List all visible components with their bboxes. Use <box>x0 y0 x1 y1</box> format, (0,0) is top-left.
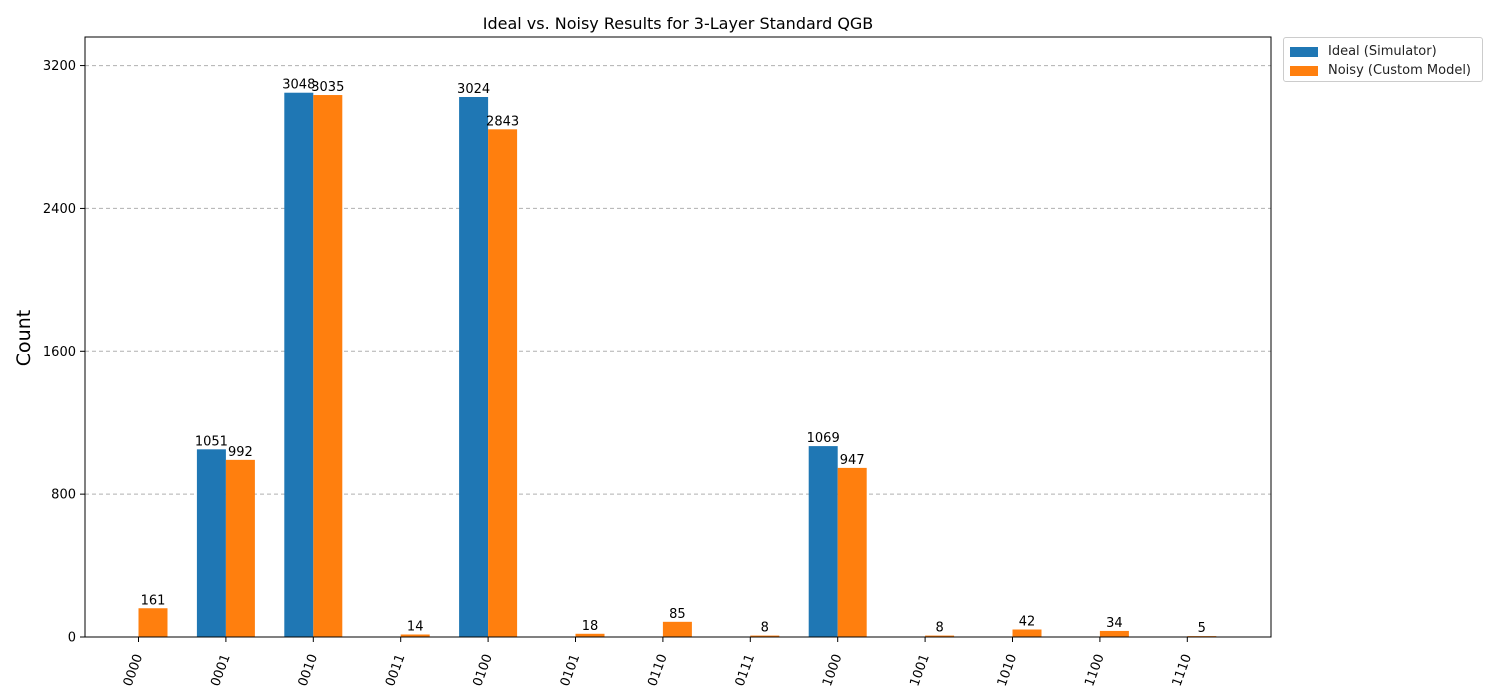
data-label-ideal-1000: 1069 <box>807 431 840 446</box>
data-label-noisy-0110: 85 <box>669 607 686 622</box>
bar-noisy-1000 <box>837 467 867 637</box>
chart-legend: Ideal (Simulator) Noisy (Custom Model) <box>1283 37 1483 82</box>
bar-ideal-0100 <box>459 97 489 637</box>
bar-noisy-0101 <box>575 633 605 637</box>
data-label-noisy-1100: 34 <box>1106 616 1123 631</box>
x-tick-label-1110: 1110 <box>1170 652 1195 688</box>
legend-entry-noisy: Noisy (Custom Model) <box>1290 61 1476 80</box>
legend-label-noisy: Noisy (Custom Model) <box>1328 63 1471 78</box>
data-label-noisy-0111: 8 <box>761 621 769 636</box>
data-label-noisy-1001: 8 <box>935 621 943 636</box>
bar-noisy-1010 <box>1012 629 1042 637</box>
y-axis-label: Count <box>13 310 35 366</box>
bar-noisy-0011 <box>400 634 430 637</box>
x-tick-label-0000: 0000 <box>121 652 146 688</box>
bar-noisy-0110 <box>662 621 692 637</box>
bar-noisy-0000 <box>138 608 168 637</box>
bar-ideal-0001 <box>196 449 226 637</box>
bar-noisy-1100 <box>1099 630 1129 637</box>
bar-noisy-0111 <box>750 635 780 637</box>
y-tick-label-1600: 1600 <box>43 345 76 360</box>
x-tick-label-1001: 1001 <box>907 652 932 688</box>
grid-lines <box>85 65 1271 495</box>
data-label-ideal-0100: 3024 <box>457 82 490 97</box>
bar-noisy-0001 <box>225 459 255 637</box>
x-tick-label-0101: 0101 <box>558 652 583 688</box>
x-tick-label-0100: 0100 <box>470 652 495 688</box>
bar-ideal-1000 <box>808 446 838 637</box>
y-tick-label-0: 0 <box>68 631 76 646</box>
data-label-noisy-0101: 18 <box>582 619 599 634</box>
bar-noisy-0010 <box>313 95 343 638</box>
x-axis-ticks: 0000 0001 0010 0011 0100 0101 0110 0111 1000 1001… <box>121 637 1195 688</box>
data-label-noisy-0000: 161 <box>141 593 166 608</box>
data-label-noisy-0010: 3035 <box>311 80 344 95</box>
legend-swatch-noisy <box>1290 65 1318 76</box>
x-tick-label-1100: 1100 <box>1082 652 1107 688</box>
bars <box>138 92 1217 638</box>
data-label-ideal-0001: 1051 <box>195 434 228 449</box>
legend-swatch-ideal <box>1290 46 1318 57</box>
data-label-noisy-0100: 2843 <box>486 114 519 129</box>
x-tick-label-1000: 1000 <box>820 652 845 688</box>
x-tick-label-0011: 0011 <box>383 652 408 688</box>
data-label-noisy-1010: 42 <box>1019 615 1036 630</box>
data-label-noisy-0011: 14 <box>407 620 424 635</box>
bar-noisy-1001 <box>925 635 955 637</box>
x-tick-label-0010: 0010 <box>296 652 321 688</box>
x-tick-label-1010: 1010 <box>995 652 1020 688</box>
legend-entry-ideal: Ideal (Simulator) <box>1290 42 1476 61</box>
data-labels: 1611051992304830351430242843188581069947… <box>141 78 1206 636</box>
x-tick-label-0111: 0111 <box>733 652 758 688</box>
y-axis-ticks: 0 800 1600 2400 3200 <box>43 59 85 646</box>
data-label-noisy-0001: 992 <box>228 445 253 460</box>
x-tick-label-0001: 0001 <box>208 652 233 688</box>
y-tick-label-2400: 2400 <box>43 202 76 217</box>
bar-noisy-0100 <box>488 129 518 638</box>
data-label-ideal-0010: 3048 <box>282 78 315 93</box>
x-tick-label-0110: 0110 <box>645 652 670 688</box>
data-label-noisy-1000: 947 <box>840 453 865 468</box>
chart-title: Ideal vs. Noisy Results for 3-Layer Stan… <box>483 14 874 33</box>
legend-label-ideal: Ideal (Simulator) <box>1328 44 1437 59</box>
plot-area-frame <box>84 36 1272 638</box>
bar-ideal-0010 <box>284 92 314 637</box>
y-tick-label-800: 800 <box>51 488 76 503</box>
y-tick-label-3200: 3200 <box>43 59 76 74</box>
data-label-noisy-1110: 5 <box>1198 621 1206 636</box>
